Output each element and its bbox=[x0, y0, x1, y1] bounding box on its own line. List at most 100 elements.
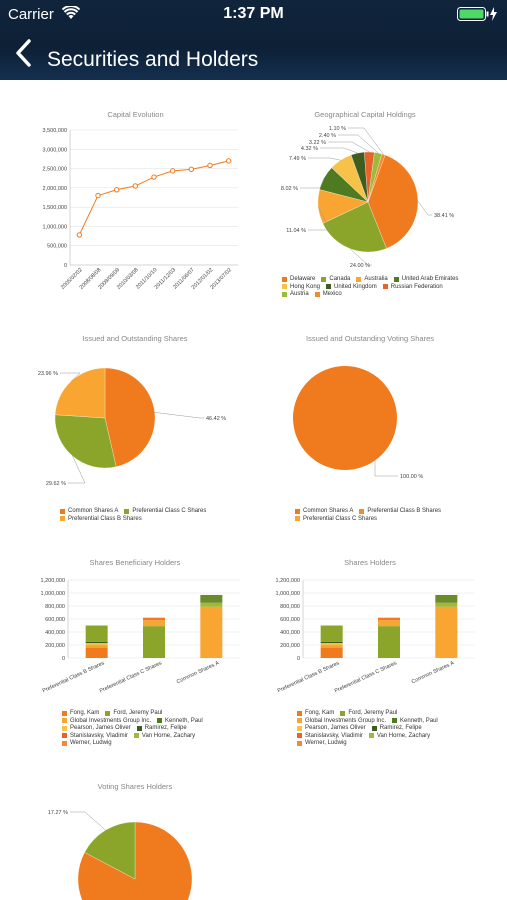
series-line bbox=[191, 164, 211, 170]
bar-segment bbox=[378, 620, 400, 627]
y-tick-label: 3,000,000 bbox=[43, 147, 67, 153]
x-tick-label: Preferential Class B Shares bbox=[277, 660, 341, 694]
beneficiary-holders-bar-chart: 0 200,000 400,000 600,000 800,000 1,000,000 1,… bbox=[41, 578, 240, 694]
pie-leader-line bbox=[308, 206, 331, 231]
status-bar: Carrier 1:37 PM bbox=[0, 0, 507, 30]
bar-segment bbox=[85, 625, 108, 642]
legend-item: Fong, Kam bbox=[297, 710, 334, 716]
legend-item: Stanislavsky, Vladimir bbox=[62, 733, 128, 739]
issued-outstanding-legend: Common Shares A Preferential Class C Sha… bbox=[60, 508, 206, 523]
battery-icon bbox=[457, 6, 499, 26]
issued-voting-pie-chart: 100.00 % bbox=[293, 366, 423, 480]
y-tick-label: 0 bbox=[62, 656, 65, 662]
y-tick-label: 800,000 bbox=[45, 604, 65, 610]
y-tick-label: 1,000,000 bbox=[41, 591, 65, 597]
bar-segment bbox=[200, 594, 223, 603]
x-tick-label: Preferential Class B Shares bbox=[42, 660, 106, 694]
y-tick-label: 800,000 bbox=[280, 604, 300, 610]
legend-item: Werner, Ludwig bbox=[62, 740, 112, 746]
legend-item: Hong Kong bbox=[282, 284, 320, 290]
pie-label: 38.41 % bbox=[434, 213, 454, 219]
legend-item: Preferential Class C Shares bbox=[295, 516, 377, 522]
legend-item: Van Horne, Zachary bbox=[133, 733, 195, 739]
legend-item: Kenneth, Paul bbox=[157, 718, 203, 724]
app-header: Carrier 1:37 PM Securities and Holders bbox=[0, 0, 507, 80]
series-line bbox=[78, 195, 99, 236]
pie-slice bbox=[104, 367, 156, 467]
legend-item: Ramirez, Felipe bbox=[371, 725, 422, 731]
bar-segment bbox=[85, 641, 108, 644]
capital-evolution-chart: 0 500,000 1,000,000 1,500,000 2,000,000 2,500… bbox=[43, 128, 238, 291]
bar-segment bbox=[85, 647, 108, 658]
pie-label: 24.00 % bbox=[350, 263, 370, 269]
nav-bar: Securities and Holders bbox=[0, 36, 507, 80]
series-line bbox=[116, 185, 136, 191]
bar-segment bbox=[320, 643, 343, 645]
pie-label: 17.27 % bbox=[48, 810, 68, 816]
series-line bbox=[153, 170, 173, 178]
x-tick-label: Preferential Class C Shares bbox=[334, 660, 398, 694]
legend-item: Pearson, James Oliver bbox=[297, 725, 366, 731]
pie-slice bbox=[54, 414, 117, 469]
data-point bbox=[95, 192, 101, 199]
issued-voting-legend: Common Shares A Preferential Class B Sha… bbox=[295, 508, 441, 523]
back-chevron-icon[interactable] bbox=[14, 38, 34, 75]
y-tick-label: 2,000,000 bbox=[43, 186, 67, 192]
legend-item: Mexico bbox=[314, 291, 342, 297]
y-tick-label: 0 bbox=[297, 656, 300, 662]
series-line bbox=[135, 176, 155, 187]
pie-leader-line bbox=[338, 134, 379, 154]
page-title: Securities and Holders bbox=[47, 48, 259, 71]
bar-segment bbox=[143, 620, 165, 627]
legend-item: Canada bbox=[321, 276, 350, 282]
y-tick-label: 400,000 bbox=[45, 630, 65, 636]
pie-leader-line bbox=[300, 177, 325, 189]
pie-leader-line bbox=[154, 412, 204, 419]
legend-item: Werner, Ludwig bbox=[297, 740, 347, 746]
carrier-label: Carrier bbox=[8, 6, 54, 23]
pie-leader-line bbox=[374, 460, 398, 477]
legend-item: Kenneth, Paul bbox=[392, 718, 438, 724]
pie-label: 29.62 % bbox=[46, 481, 66, 487]
pie-leader-line bbox=[60, 372, 81, 382]
geographical-pie-chart: 38.41 % 24.00 % 11.04 % 8.02 % 7.49 % 4.32 %3… bbox=[281, 126, 454, 269]
chart-title-shares-holders: Shares Holders bbox=[344, 558, 396, 567]
bar-segment bbox=[85, 643, 108, 645]
pie-leader-line bbox=[349, 248, 372, 266]
shares-holders-legend: Fong, Kam Ford, Jeremy Paul Global Investm… bbox=[297, 710, 438, 748]
y-tick-label: 1,000,000 bbox=[276, 591, 300, 597]
y-tick-label: 500,000 bbox=[47, 244, 67, 250]
y-tick-label: 400,000 bbox=[280, 630, 300, 636]
pie-label: 2.40 % bbox=[319, 133, 336, 139]
bar-segment bbox=[200, 602, 223, 607]
chart-title-beneficiary-holders: Shares Beneficiary Holders bbox=[89, 558, 181, 567]
pie-slice bbox=[293, 366, 397, 470]
chart-title-issued-voting: Issued and Outstanding Voting Shares bbox=[305, 334, 434, 343]
legend-item: United Arab Emirates bbox=[393, 276, 458, 282]
pie-slice bbox=[54, 367, 106, 419]
bar-segment bbox=[435, 602, 458, 607]
legend-item: Global Investments Group Inc. bbox=[297, 718, 386, 724]
data-point bbox=[132, 183, 139, 189]
shares-holders-bar-chart: 0 200,000 400,000 600,000 800,000 1,000,000 1,… bbox=[276, 578, 475, 694]
legend-item: Australia bbox=[356, 276, 388, 282]
bar-segment bbox=[200, 606, 223, 658]
bar-segment bbox=[320, 645, 343, 648]
pie-label: 7.49 % bbox=[289, 156, 306, 162]
legend-item: Russian Federation bbox=[382, 284, 443, 290]
data-point bbox=[169, 168, 176, 174]
pie-label: 3.22 % bbox=[309, 140, 326, 146]
chart-title-issued-outstanding: Issued and Outstanding Shares bbox=[82, 334, 188, 343]
pie-slice bbox=[322, 201, 387, 253]
legend-item: Ramirez, Felipe bbox=[136, 725, 187, 731]
legend-item: Common Shares A bbox=[60, 508, 118, 514]
pie-leader-line bbox=[308, 157, 341, 161]
bar-segment bbox=[435, 594, 458, 603]
y-tick-label: 1,000,000 bbox=[43, 224, 67, 230]
y-tick-label: 0 bbox=[64, 263, 67, 269]
charts-content: Capital Evolution 0 500,000 1,000,000 1,500… bbox=[0, 80, 507, 900]
y-tick-label: 1,200,000 bbox=[41, 578, 65, 584]
legend-item: Delaware bbox=[282, 276, 315, 282]
bar-segment bbox=[320, 641, 343, 644]
pie-leader-line bbox=[417, 201, 432, 216]
